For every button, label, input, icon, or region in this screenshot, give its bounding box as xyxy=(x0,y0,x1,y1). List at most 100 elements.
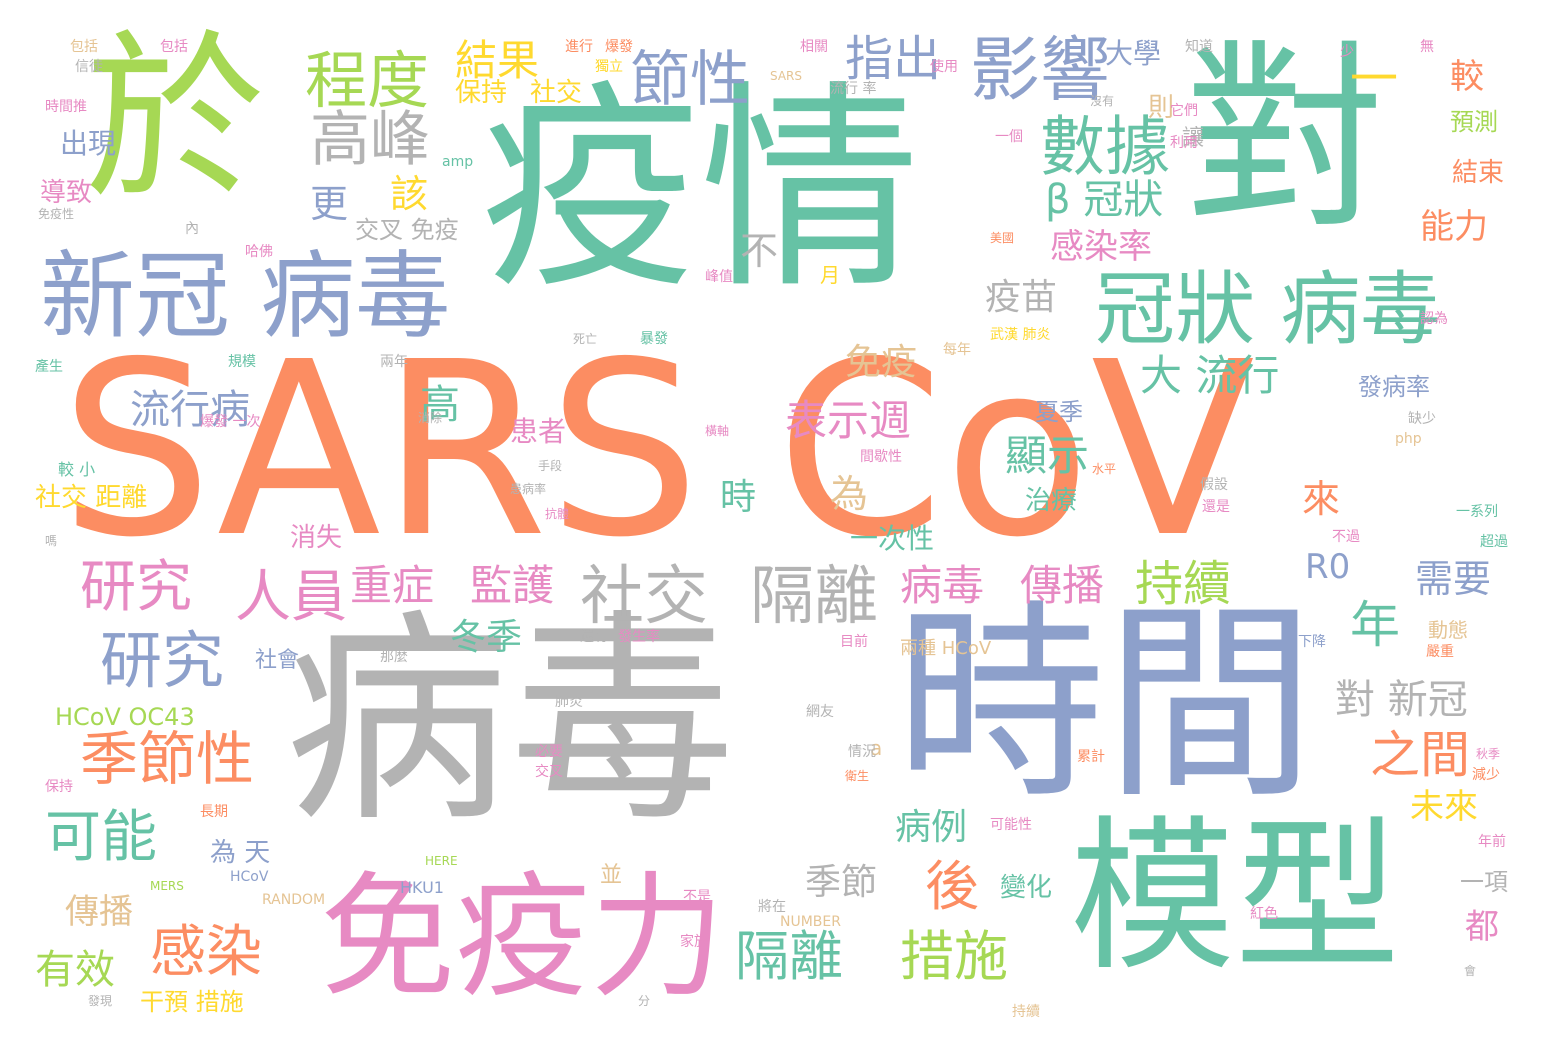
cloud-word: 月 xyxy=(820,263,840,287)
cloud-word: 不是 xyxy=(683,889,711,905)
cloud-word: 指出 xyxy=(845,31,942,87)
cloud-word: 認為 xyxy=(1420,311,1448,327)
cloud-word: 病毒 xyxy=(900,561,985,610)
cloud-word: 需要 xyxy=(1415,557,1492,601)
cloud-word: 社會 xyxy=(255,648,300,673)
cloud-word: 疫苗 xyxy=(985,277,1058,318)
cloud-word: 重症 xyxy=(350,561,435,610)
cloud-word: 年前 xyxy=(1478,834,1506,850)
cloud-word: 後 xyxy=(925,855,979,918)
cloud-word: 不過 xyxy=(1332,529,1360,545)
cloud-word: 措施 xyxy=(900,925,1008,988)
cloud-word: 新冠 病毒 xyxy=(40,242,451,352)
cloud-word: 冠狀 病毒 xyxy=(1095,263,1441,356)
cloud-word: 一次性 xyxy=(850,522,935,555)
cloud-word: 較 小 xyxy=(58,460,96,479)
cloud-word: 肺炎 xyxy=(555,694,583,710)
cloud-word: 年 xyxy=(1350,596,1400,654)
cloud-word: 免疫性 xyxy=(38,207,75,221)
cloud-word: 會 xyxy=(1464,964,1477,978)
cloud-word: 顯示 xyxy=(1005,431,1090,480)
cloud-word: 傳播 xyxy=(1020,561,1105,610)
cloud-word: 一系列 xyxy=(1456,504,1498,520)
cloud-word: 內 xyxy=(185,221,199,237)
cloud-word: HERE xyxy=(425,854,458,868)
cloud-word: 大學 xyxy=(1105,37,1162,70)
cloud-word: R0 xyxy=(1305,547,1351,587)
cloud-word: 對 新冠 xyxy=(1335,677,1468,723)
cloud-word: 為 天 xyxy=(210,838,271,868)
cloud-word: 治療 xyxy=(1025,486,1078,516)
cloud-word: 死亡 xyxy=(573,332,598,346)
cloud-word: 獨立 xyxy=(595,59,623,75)
cloud-word: 社交 距離 xyxy=(35,483,148,513)
cloud-word: a xyxy=(870,736,883,760)
cloud-word: 利用 xyxy=(1170,135,1198,151)
cloud-word: 規模 xyxy=(228,354,256,370)
cloud-word: 交叉 xyxy=(535,764,563,780)
cloud-word: 流行 率 xyxy=(830,81,877,97)
cloud-word: 峰值 xyxy=(705,269,733,285)
cloud-word: 無 xyxy=(1420,39,1434,55)
cloud-word: 還是 xyxy=(1202,499,1230,515)
cloud-word: 橫軸 xyxy=(705,424,730,438)
cloud-word: 出現 xyxy=(60,127,117,160)
cloud-word: 較 xyxy=(1450,57,1484,97)
cloud-word: 時間推 xyxy=(45,99,87,115)
cloud-word: 紅色 xyxy=(1250,906,1278,922)
cloud-word: 發生率 xyxy=(618,629,660,645)
cloud-word: 進行 xyxy=(565,39,593,55)
cloud-word: 表示週 xyxy=(785,396,912,445)
cloud-word: 人員 xyxy=(235,565,347,630)
cloud-word: 病例 xyxy=(895,807,968,848)
cloud-word: 相關 xyxy=(800,39,828,55)
cloud-word: 一個 xyxy=(995,129,1023,145)
cloud-word: 結束 xyxy=(1452,158,1505,188)
cloud-word: 消除 xyxy=(418,411,443,425)
cloud-word: 爆發 xyxy=(605,39,633,55)
cloud-word: 干預 措施 xyxy=(140,988,244,1016)
cloud-word: 保持 xyxy=(45,779,73,795)
cloud-word: 一項 xyxy=(1460,868,1508,896)
cloud-word: 保持 xyxy=(455,78,508,108)
cloud-word: 網友 xyxy=(806,704,834,720)
cloud-word: 暴發 xyxy=(640,331,668,347)
cloud-word: 不 xyxy=(740,229,779,273)
cloud-word: 研究 xyxy=(100,624,225,697)
cloud-word: 缺少 xyxy=(1408,411,1436,427)
cloud-word: HKU1 xyxy=(400,878,444,897)
cloud-word: MERS xyxy=(150,879,184,893)
cloud-word: 秋季 xyxy=(1476,747,1501,761)
cloud-word: 來 xyxy=(1302,477,1341,521)
cloud-word: 那麼 xyxy=(380,649,408,665)
cloud-word: 之間 xyxy=(1370,726,1470,784)
cloud-word: 為 xyxy=(830,472,869,516)
cloud-word: 則 xyxy=(1148,93,1175,123)
cloud-word: 季節 xyxy=(805,862,878,903)
cloud-word: 有效 xyxy=(35,947,115,993)
cloud-word: 手段 xyxy=(538,459,563,473)
cloud-word: 傳播 xyxy=(65,892,133,932)
cloud-word: 大 流行 xyxy=(1140,351,1280,400)
cloud-word: 分 xyxy=(638,994,651,1008)
cloud-word: 隔離 xyxy=(735,925,843,988)
cloud-word: β 冠狀 xyxy=(1045,177,1164,223)
cloud-word: 流行病 xyxy=(130,387,250,433)
cloud-word: 必要 xyxy=(535,744,563,760)
cloud-word: 於 xyxy=(85,15,266,224)
cloud-word: 變化 xyxy=(1000,873,1053,903)
cloud-word: 季節性 xyxy=(80,725,255,793)
cloud-word: 結果 xyxy=(455,36,540,85)
cloud-word: 將在 xyxy=(758,899,786,915)
cloud-word: 它們 xyxy=(1170,103,1198,119)
cloud-word: 社交 xyxy=(580,560,708,634)
cloud-word: 冬季 xyxy=(450,617,523,658)
cloud-word: 時 xyxy=(720,477,757,518)
cloud-word: 夏季 xyxy=(1035,398,1083,426)
cloud-word: 隔離 xyxy=(750,560,878,634)
cloud-word: 高 xyxy=(420,382,460,428)
cloud-word: 嗎 xyxy=(45,534,58,548)
cloud-word: 動態 xyxy=(1428,618,1468,642)
cloud-word: 超過 xyxy=(1480,534,1508,550)
